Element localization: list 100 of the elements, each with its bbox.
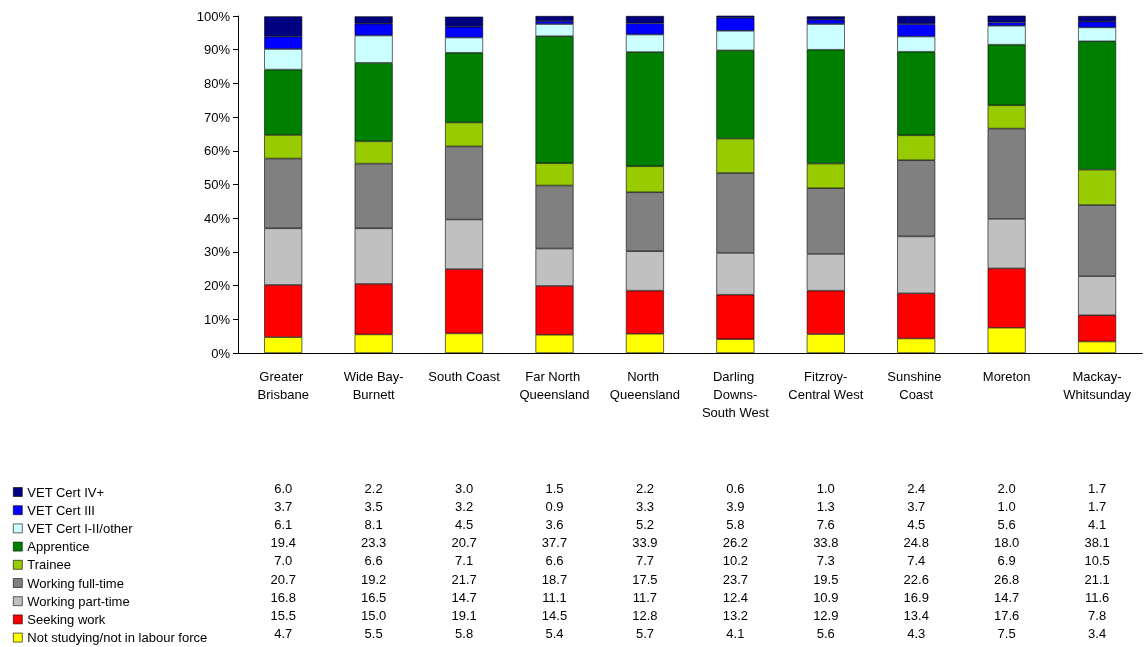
data-label: 3.4 xyxy=(1088,626,1107,642)
data-label: 14.5 xyxy=(541,607,568,623)
x-tick-label: Mackay-Whitsunday xyxy=(1063,368,1132,402)
y-tick-label: 20% xyxy=(203,278,231,294)
legend-label: Trainee xyxy=(27,557,71,573)
data-label: 26.8 xyxy=(994,571,1020,587)
x-tick-label: South Coast xyxy=(428,368,501,384)
data-label: 3.0 xyxy=(455,480,474,496)
data-label: 5.7 xyxy=(635,626,654,642)
data-label: 33.9 xyxy=(632,535,658,551)
data-label: 2.0 xyxy=(997,480,1016,496)
data-label: 20.7 xyxy=(270,571,296,587)
data-label: 24.8 xyxy=(903,535,929,551)
data-label: 23.7 xyxy=(722,571,749,587)
data-label: 15.0 xyxy=(360,607,387,623)
data-label: 12.4 xyxy=(722,589,749,605)
x-tick-label: Sunshine Coast xyxy=(887,368,946,402)
data-label: 17.6 xyxy=(994,607,1020,623)
data-label: 6.9 xyxy=(997,553,1016,569)
data-label: 6.6 xyxy=(545,553,564,569)
data-label: 38.1 xyxy=(1084,535,1110,551)
data-label: 3.5 xyxy=(364,498,383,514)
data-label: 16.5 xyxy=(360,589,387,605)
data-label: 4.3 xyxy=(907,626,926,642)
data-label: 0.9 xyxy=(545,498,564,514)
data-label: 11.7 xyxy=(632,589,658,605)
data-label: 3.7 xyxy=(274,498,293,514)
data-label: 6.1 xyxy=(274,516,293,532)
x-tick-label: Far North Queensland xyxy=(519,368,590,402)
y-tick-label: 0% xyxy=(211,345,231,361)
data-label: 17.5 xyxy=(632,571,658,587)
x-tick-label: Darling Downs-South West xyxy=(701,368,770,420)
data-label: 7.0 xyxy=(274,553,293,569)
legend-label: Not studying/not in labour force xyxy=(27,630,208,646)
legend-label: VET Cert I-II/other xyxy=(27,520,134,536)
data-label: 16.9 xyxy=(903,589,929,605)
x-tick-label: Wide Bay-Burnett xyxy=(343,368,404,402)
data-label: 19.4 xyxy=(270,535,296,551)
data-label: 1.0 xyxy=(816,480,835,496)
x-tick-label: North Queensland xyxy=(609,368,680,402)
data-label: 2.4 xyxy=(907,480,926,496)
legend-label: Working full-time xyxy=(27,575,124,591)
bar xyxy=(806,16,845,20)
data-label: 5.2 xyxy=(635,516,654,532)
data-label: 4.1 xyxy=(726,626,745,642)
data-label: 19.5 xyxy=(813,571,839,587)
data-label: 1.3 xyxy=(816,498,835,514)
data-label: 20.7 xyxy=(451,535,477,551)
data-label: 5.4 xyxy=(545,626,564,642)
y-tick-label: 80% xyxy=(203,75,231,91)
data-label: 13.4 xyxy=(903,607,929,623)
data-label: 18.0 xyxy=(994,535,1020,551)
data-label: 0.6 xyxy=(726,480,745,496)
data-label: 14.7 xyxy=(994,589,1020,605)
data-label: 13.2 xyxy=(722,607,749,623)
data-label: 12.9 xyxy=(813,607,839,623)
data-label: 15.5 xyxy=(270,607,296,623)
data-label: 33.8 xyxy=(813,535,839,551)
data-label: 6.6 xyxy=(364,553,383,569)
data-label: 7.6 xyxy=(816,516,835,532)
data-label: 1.0 xyxy=(997,498,1016,514)
data-label: 3.2 xyxy=(455,498,474,514)
data-label: 23.3 xyxy=(360,535,387,551)
data-label: 21.7 xyxy=(451,571,477,587)
data-label: 5.5 xyxy=(364,626,383,642)
data-label: 4.5 xyxy=(455,516,474,532)
x-tick-label: Fitzroy-Central West xyxy=(788,368,864,402)
data-label: 5.6 xyxy=(997,516,1016,532)
legend-label: Apprentice xyxy=(27,539,90,555)
data-label: 19.1 xyxy=(451,607,477,623)
data-label: 4.5 xyxy=(907,516,926,532)
data-label: 2.2 xyxy=(364,480,383,496)
data-label: 7.7 xyxy=(635,553,654,569)
y-tick-label: 100% xyxy=(196,8,231,24)
bar xyxy=(535,16,574,22)
data-label: 7.1 xyxy=(455,553,474,569)
y-tick-label: 30% xyxy=(203,244,231,260)
data-label: 11.1 xyxy=(542,589,567,605)
data-label: 11.6 xyxy=(1084,589,1110,605)
data-label: 22.6 xyxy=(903,571,929,587)
x-tick-label: Greater Brisbane xyxy=(257,368,309,402)
legend-label: Working part-time xyxy=(27,593,130,609)
y-tick-label: 70% xyxy=(203,109,231,125)
data-label: 4.7 xyxy=(274,626,293,642)
data-label: 21.1 xyxy=(1084,571,1110,587)
data-label: 1.7 xyxy=(1088,498,1107,514)
data-label: 3.7 xyxy=(907,498,926,514)
data-label: 18.7 xyxy=(541,571,568,587)
data-label: 19.2 xyxy=(360,571,387,587)
data-label: 16.8 xyxy=(270,589,296,605)
data-label: 10.5 xyxy=(1084,553,1110,569)
y-tick-label: 50% xyxy=(203,177,231,192)
data-label: 3.9 xyxy=(726,498,745,514)
data-label: 14.7 xyxy=(451,589,477,605)
data-label: 6.0 xyxy=(274,480,293,496)
data-label: 1.7 xyxy=(1088,480,1107,496)
data-label: 4.1 xyxy=(1088,516,1107,532)
data-label: 12.8 xyxy=(632,607,658,623)
y-tick-label: 10% xyxy=(203,311,231,327)
bar xyxy=(987,15,1026,23)
